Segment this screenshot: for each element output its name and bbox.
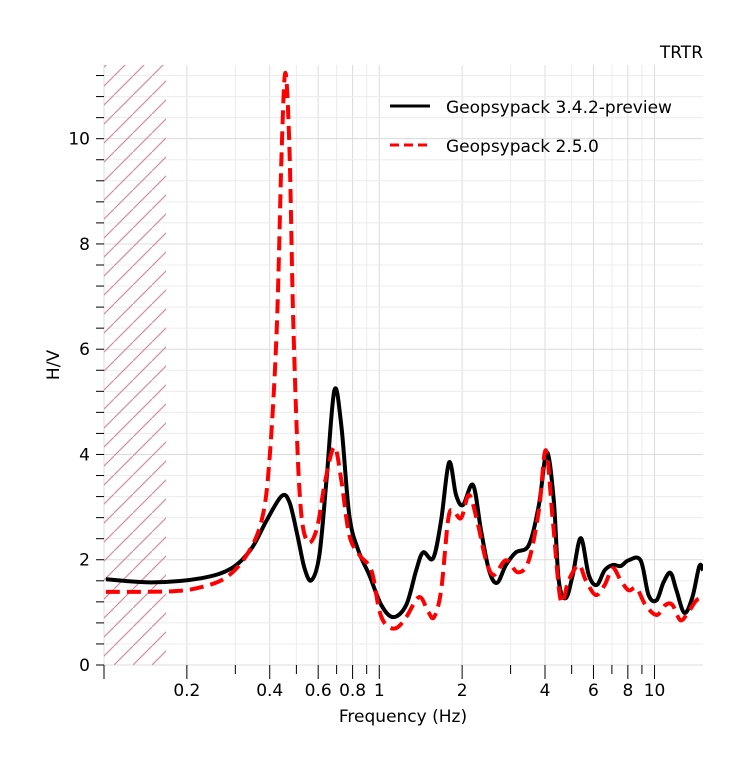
x-tick-label: 0.6 xyxy=(305,681,332,701)
excluded-frequency-band xyxy=(104,65,167,665)
x-tick-label: 0.8 xyxy=(339,681,366,701)
y-tick-label: 2 xyxy=(79,551,90,571)
y-tick-label: 0 xyxy=(79,656,90,676)
y-tick-label: 6 xyxy=(79,340,90,360)
y-tick-label: 8 xyxy=(79,235,90,255)
x-axis-label: Frequency (Hz) xyxy=(339,707,467,727)
grid xyxy=(103,65,703,666)
x-tick-label: 0.2 xyxy=(173,681,200,701)
legend: Geopsypack 3.4.2-preview Geopsypack 2.5.… xyxy=(390,98,672,157)
legend-label-2: Geopsypack 2.5.0 xyxy=(446,137,599,157)
x-tick-label: 2 xyxy=(457,681,468,701)
legend-label-1: Geopsypack 3.4.2-preview xyxy=(446,98,672,118)
chart-title: TRTR xyxy=(659,43,703,63)
y-axis-label: H/V xyxy=(44,350,64,381)
tick-labels: 0.2 0.4 0.6 0.8 1 2 4 6 8 10 0 2 4 6 8 10 xyxy=(68,130,665,701)
series-line-2 xyxy=(105,70,703,631)
x-tick-label: 8 xyxy=(622,681,633,701)
axis-ticks xyxy=(96,75,656,679)
x-tick-label: 4 xyxy=(540,681,551,701)
x-tick-label: 6 xyxy=(588,681,599,701)
x-tick-label: 0.4 xyxy=(256,681,283,701)
series-line-1 xyxy=(105,386,703,620)
x-tick-label: 10 xyxy=(644,681,666,701)
series-group xyxy=(105,70,703,631)
y-tick-label: 10 xyxy=(68,130,90,150)
y-tick-label: 4 xyxy=(79,445,90,465)
x-tick-label: 1 xyxy=(374,681,385,701)
